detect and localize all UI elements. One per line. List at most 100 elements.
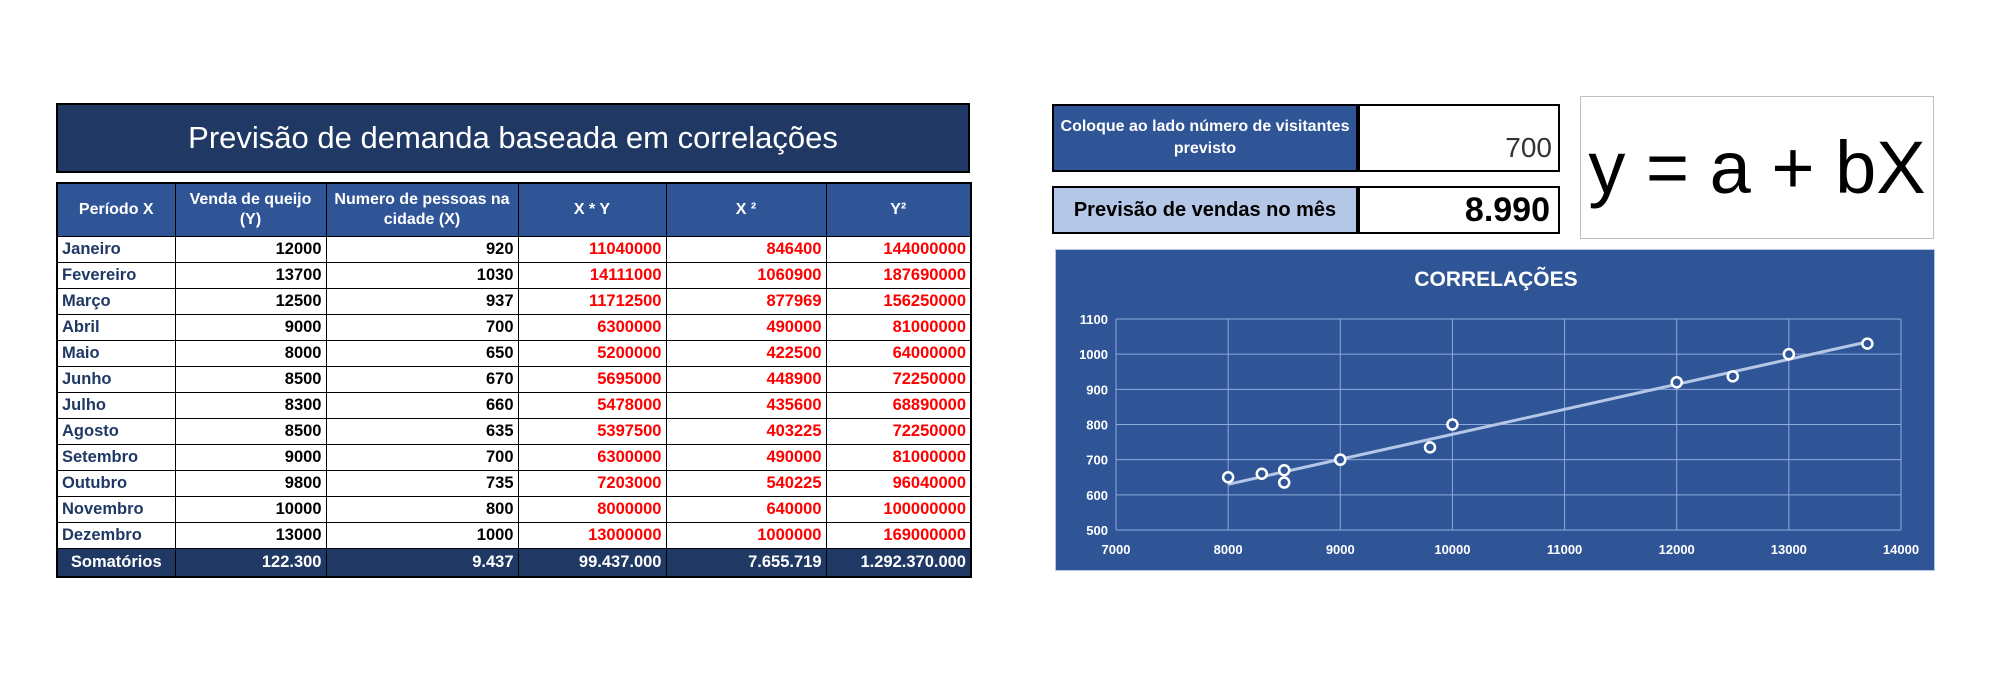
value-cell[interactable]: 650 [325, 340, 519, 367]
value-cell[interactable]: 13700 [174, 262, 327, 289]
value-cell[interactable]: 187690000 [825, 262, 972, 289]
value-cell[interactable]: 64000000 [825, 340, 972, 367]
x-tick-label: 8000 [1214, 542, 1243, 557]
value-cell[interactable]: 5695000 [517, 366, 667, 393]
value-cell[interactable]: 100000000 [825, 496, 972, 523]
value-cell[interactable]: 937 [325, 288, 519, 315]
value-cell[interactable]: 877969 [665, 288, 827, 315]
value-cell[interactable]: 96040000 [825, 470, 972, 497]
value-cell[interactable]: 660 [325, 392, 519, 419]
month-cell[interactable]: Maio [56, 340, 176, 367]
correlation-chart[interactable]: CORRELAÇÕES 500 600 700 800 900 1000 1100 7000 80… [1055, 249, 1935, 571]
forecast-value[interactable]: 8.990 [1358, 186, 1560, 234]
value-cell[interactable]: 72250000 [825, 418, 972, 445]
value-cell[interactable]: 540225 [665, 470, 827, 497]
month-cell[interactable]: Junho [56, 366, 176, 393]
visitors-input-label: Coloque ao lado número de visitantes pre… [1052, 104, 1358, 172]
value-cell[interactable]: 490000 [665, 444, 827, 471]
value-cell[interactable]: 422500 [665, 340, 827, 367]
col-header-period[interactable]: Período X [56, 182, 176, 237]
month-cell[interactable]: Janeiro [56, 236, 176, 263]
value-cell[interactable]: 846400 [665, 236, 827, 263]
value-cell[interactable]: 11712500 [517, 288, 667, 315]
value-cell[interactable]: 81000000 [825, 444, 972, 471]
value-cell[interactable]: 1030 [325, 262, 519, 289]
totals-label[interactable]: Somatórios [56, 548, 176, 578]
value-cell[interactable]: 8300 [174, 392, 327, 419]
col-header-y-squared[interactable]: Y² [825, 182, 972, 237]
value-cell[interactable]: 6300000 [517, 314, 667, 341]
value-cell[interactable]: 403225 [665, 418, 827, 445]
month-cell[interactable]: Setembro [56, 444, 176, 471]
value-cell[interactable]: 700 [325, 444, 519, 471]
regression-formula: y = a + bX [1580, 96, 1934, 239]
y-tick-label: 900 [1086, 382, 1108, 397]
value-cell[interactable]: 7203000 [517, 470, 667, 497]
value-cell[interactable]: 6300000 [517, 444, 667, 471]
value-cell[interactable]: 640000 [665, 496, 827, 523]
value-cell[interactable]: 5478000 [517, 392, 667, 419]
value-cell[interactable]: 8000 [174, 340, 327, 367]
data-point [1782, 347, 1796, 361]
total-cell[interactable]: 99.437.000 [517, 548, 667, 578]
col-header-x-squared[interactable]: X ² [665, 182, 827, 237]
total-cell[interactable]: 7.655.719 [665, 548, 827, 578]
x-tick-label: 11000 [1547, 542, 1582, 557]
value-cell[interactable]: 1060900 [665, 262, 827, 289]
value-cell[interactable]: 5397500 [517, 418, 667, 445]
value-cell[interactable]: 9000 [174, 314, 327, 341]
col-header-xy[interactable]: X * Y [517, 182, 667, 237]
value-cell[interactable]: 435600 [665, 392, 827, 419]
value-cell[interactable]: 81000000 [825, 314, 972, 341]
month-cell[interactable]: Agosto [56, 418, 176, 445]
value-cell[interactable]: 920 [325, 236, 519, 263]
month-cell[interactable]: Fevereiro [56, 262, 176, 289]
total-cell[interactable]: 1.292.370.000 [825, 548, 972, 578]
data-point [1726, 370, 1740, 383]
value-cell[interactable]: 14111000 [517, 262, 667, 289]
value-cell[interactable]: 156250000 [825, 288, 972, 315]
total-cell[interactable]: 9.437 [325, 548, 519, 578]
month-cell[interactable]: Abril [56, 314, 176, 341]
table-title: Previsão de demanda baseada em correlaçõ… [56, 103, 970, 173]
value-cell[interactable]: 9000 [174, 444, 327, 471]
col-header-cheese-sales[interactable]: Venda de queijo (Y) [174, 182, 327, 237]
month-cell[interactable]: Outubro [56, 470, 176, 497]
value-cell[interactable]: 10000 [174, 496, 327, 523]
y-tick-label: 800 [1086, 418, 1108, 433]
x-tick-label: 9000 [1326, 542, 1355, 557]
value-cell[interactable]: 68890000 [825, 392, 972, 419]
value-cell[interactable]: 9800 [174, 470, 327, 497]
value-cell[interactable]: 11040000 [517, 236, 667, 263]
value-cell[interactable]: 13000000 [517, 522, 667, 549]
value-cell[interactable]: 8500 [174, 366, 327, 393]
value-cell[interactable]: 1000000 [665, 522, 827, 549]
value-cell[interactable]: 700 [325, 314, 519, 341]
table-row: Maio 8000 650 5200000 422500 64000000 [56, 340, 972, 367]
data-point [1446, 418, 1459, 431]
value-cell[interactable]: 800 [325, 496, 519, 523]
total-cell[interactable]: 122.300 [174, 548, 327, 578]
month-cell[interactable]: Março [56, 288, 176, 315]
value-cell[interactable]: 490000 [665, 314, 827, 341]
month-cell[interactable]: Novembro [56, 496, 176, 523]
value-cell[interactable]: 1000 [325, 522, 519, 549]
value-cell[interactable]: 8000000 [517, 496, 667, 523]
month-cell[interactable]: Julho [56, 392, 176, 419]
value-cell[interactable]: 13000 [174, 522, 327, 549]
value-cell[interactable]: 12000 [174, 236, 327, 263]
value-cell[interactable]: 635 [325, 418, 519, 445]
value-cell[interactable]: 5200000 [517, 340, 667, 367]
value-cell[interactable]: 72250000 [825, 366, 972, 393]
value-cell[interactable]: 169000000 [825, 522, 972, 549]
value-cell[interactable]: 8500 [174, 418, 327, 445]
value-cell[interactable]: 670 [325, 366, 519, 393]
col-header-people[interactable]: Numero de pessoas na cidade (X) [325, 182, 519, 237]
value-cell[interactable]: 12500 [174, 288, 327, 315]
table-row: Outubro 9800 735 7203000 540225 96040000 [56, 470, 972, 497]
visitors-input-cell[interactable]: 700 [1358, 104, 1560, 172]
month-cell[interactable]: Dezembro [56, 522, 176, 549]
value-cell[interactable]: 448900 [665, 366, 827, 393]
value-cell[interactable]: 735 [325, 470, 519, 497]
value-cell[interactable]: 144000000 [825, 236, 972, 263]
